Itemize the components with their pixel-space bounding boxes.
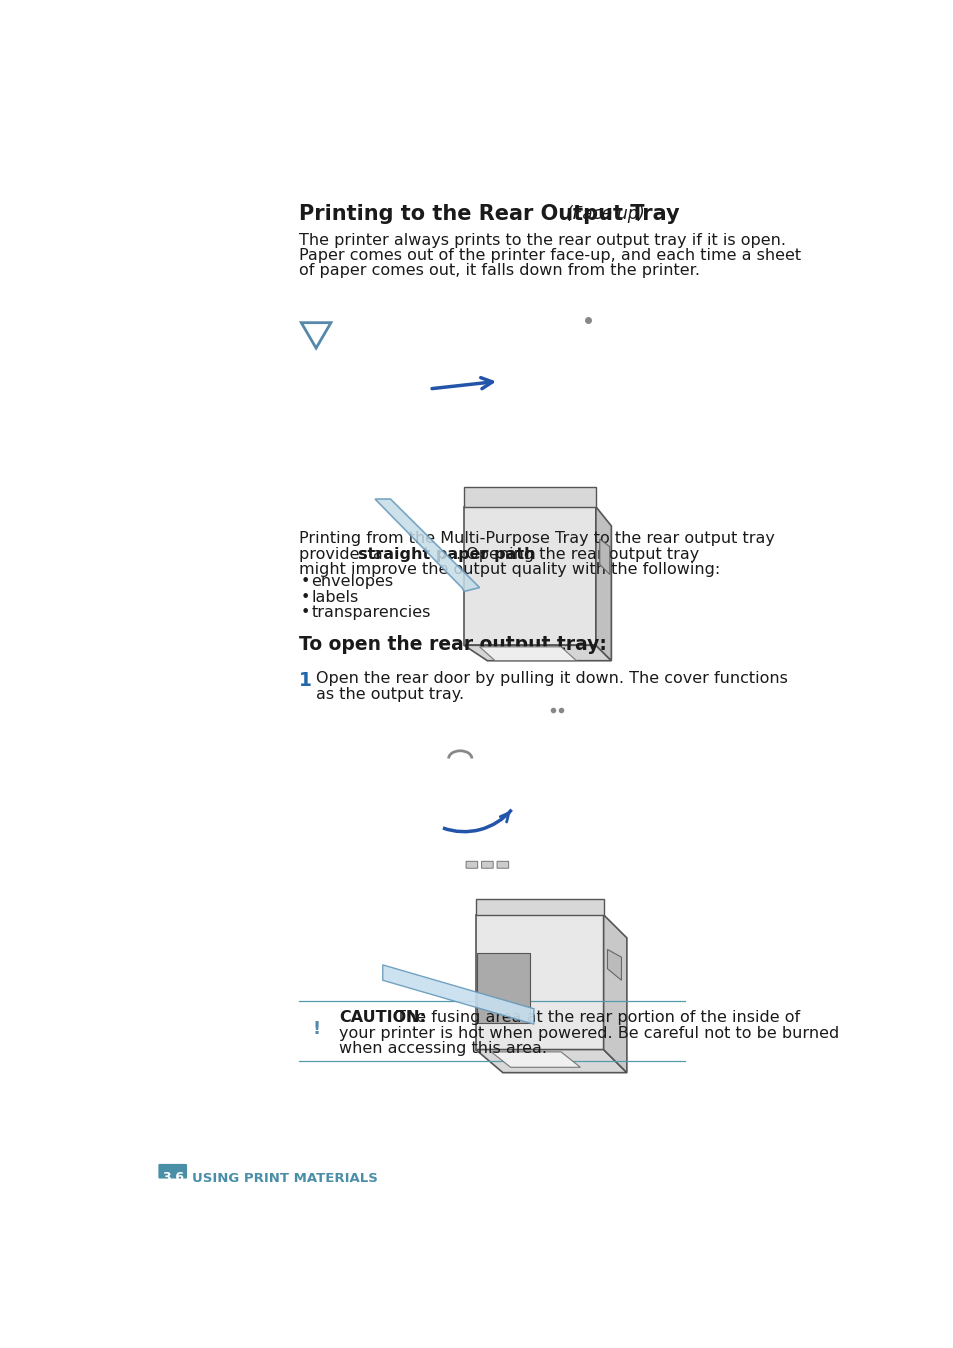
Text: Printing to the Rear Output Tray: Printing to the Rear Output Tray (298, 204, 679, 224)
Text: your printer is hot when powered. Be careful not to be burned: your printer is hot when powered. Be car… (339, 1026, 839, 1041)
Polygon shape (301, 322, 331, 348)
Text: when accessing this area.: when accessing this area. (339, 1041, 547, 1055)
Polygon shape (382, 965, 534, 1024)
Polygon shape (476, 1050, 626, 1073)
Text: !: ! (312, 1019, 320, 1038)
Polygon shape (491, 1051, 579, 1068)
Polygon shape (603, 915, 626, 1073)
Text: straight paper path: straight paper path (357, 547, 535, 562)
Text: 3.6: 3.6 (162, 1171, 184, 1185)
Polygon shape (607, 949, 620, 980)
Text: envelopes: envelopes (311, 574, 394, 589)
Polygon shape (599, 539, 609, 574)
Text: The printer always prints to the rear output tray if it is open.: The printer always prints to the rear ou… (298, 233, 785, 248)
Text: USING PRINT MATERIALS: USING PRINT MATERIALS (192, 1171, 377, 1185)
Text: Printing from the Multi-Purpose Tray to the rear output tray: Printing from the Multi-Purpose Tray to … (298, 531, 774, 546)
Text: transparencies: transparencies (311, 605, 431, 620)
FancyBboxPatch shape (158, 1163, 187, 1178)
Polygon shape (476, 899, 603, 915)
Text: Paper comes out of the printer face-up, and each time a sheet: Paper comes out of the printer face-up, … (298, 248, 801, 263)
Text: •: • (300, 590, 310, 605)
Text: The fusing area at the rear portion of the inside of: The fusing area at the rear portion of t… (391, 1010, 800, 1026)
Polygon shape (464, 507, 596, 646)
Text: Open the rear door by pulling it down. The cover functions: Open the rear door by pulling it down. T… (315, 671, 787, 686)
Text: •: • (300, 574, 310, 589)
Polygon shape (464, 646, 611, 661)
Polygon shape (476, 953, 530, 1023)
Text: (Face up): (Face up) (560, 205, 644, 222)
Polygon shape (479, 647, 576, 661)
FancyBboxPatch shape (481, 861, 493, 868)
Text: labels: labels (311, 590, 358, 605)
Text: of paper comes out, it falls down from the printer.: of paper comes out, it falls down from t… (298, 263, 700, 279)
Polygon shape (476, 915, 603, 1050)
Text: CAUTION:: CAUTION: (339, 1010, 426, 1026)
FancyBboxPatch shape (466, 861, 477, 868)
FancyBboxPatch shape (497, 861, 508, 868)
Text: To open the rear output tray:: To open the rear output tray: (298, 635, 606, 654)
Text: might improve the output quality with the following:: might improve the output quality with th… (298, 562, 720, 577)
Text: •: • (300, 605, 310, 620)
Polygon shape (596, 507, 611, 661)
Polygon shape (464, 488, 596, 507)
Polygon shape (375, 499, 479, 592)
Text: . Opening the rear output tray: . Opening the rear output tray (456, 547, 699, 562)
Text: as the output tray.: as the output tray. (315, 687, 464, 702)
Text: provides a: provides a (298, 547, 388, 562)
Text: 1: 1 (298, 671, 312, 690)
